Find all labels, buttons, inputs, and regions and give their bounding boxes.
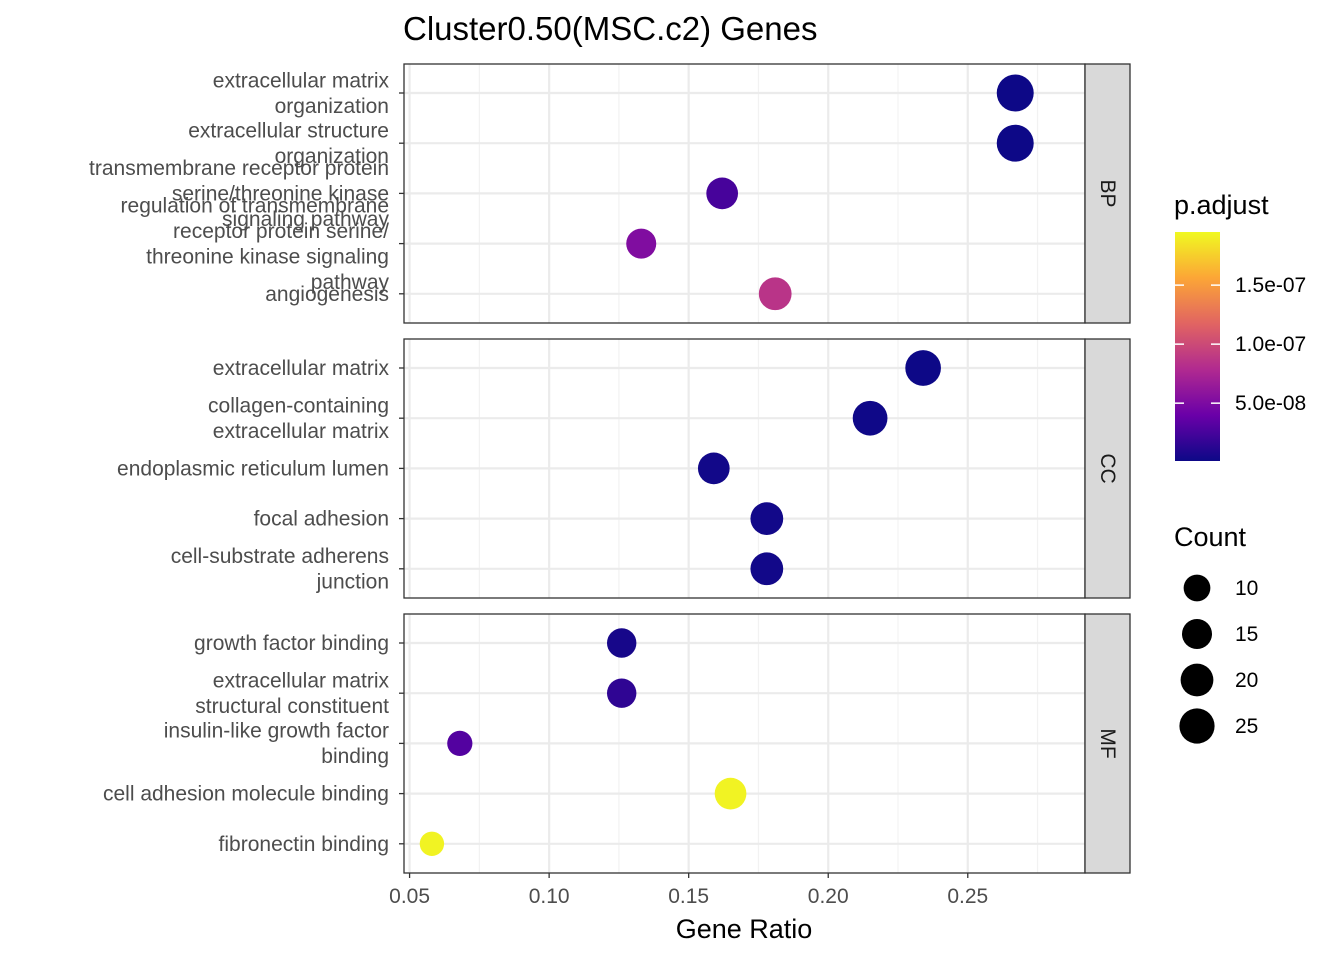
data-point bbox=[606, 678, 637, 708]
y-tick-label: serine/threonine kinase bbox=[172, 182, 389, 205]
y-tick-label: extracellular matrix bbox=[213, 669, 390, 692]
y-tick-label: junction bbox=[316, 571, 389, 594]
y-tick-label: collagen-containing bbox=[208, 394, 389, 417]
y-tick-label: binding bbox=[321, 745, 389, 768]
data-point bbox=[750, 552, 784, 586]
y-tick-label: extracellular matrix bbox=[213, 357, 390, 380]
color-legend-label: 1.5e-07 bbox=[1235, 274, 1306, 297]
size-legend-key bbox=[1180, 663, 1214, 697]
data-point bbox=[996, 74, 1034, 112]
x-tick-label: 0.10 bbox=[529, 885, 570, 908]
y-tick-label: extracellular matrix bbox=[213, 420, 390, 443]
size-legend: 10 15 20 25 bbox=[1179, 574, 1258, 744]
size-legend-label: 15 bbox=[1235, 623, 1258, 646]
data-point bbox=[626, 228, 657, 259]
color-legend-label: 1.0e-07 bbox=[1235, 333, 1306, 356]
size-legend-label: 10 bbox=[1235, 577, 1258, 600]
y-tick-label: cell adhesion molecule binding bbox=[103, 783, 389, 806]
color-legend-label: 5.0e-08 bbox=[1235, 392, 1306, 415]
facet-label: CC bbox=[1096, 453, 1119, 483]
y-tick-label: regulation of transmembrane bbox=[121, 194, 389, 217]
size-legend-key bbox=[1179, 708, 1215, 744]
y-tick-label: structural constituent bbox=[195, 695, 389, 718]
y-tick-label: threonine kinase signaling bbox=[146, 245, 389, 268]
size-legend-key bbox=[1181, 618, 1213, 650]
y-tick-label: endoplasmic reticulum lumen bbox=[117, 457, 389, 480]
y-tick-label: insulin-like growth factor bbox=[164, 720, 389, 743]
data-point bbox=[606, 628, 637, 658]
data-point bbox=[750, 502, 784, 535]
color-legend: 5.0e-08 1.0e-07 1.5e-07 bbox=[1175, 232, 1306, 461]
x-tick-label: 0.15 bbox=[668, 885, 709, 908]
color-legend-title: p.adjust bbox=[1174, 190, 1269, 220]
panel-mf: MF growth factor binding extracellular mat… bbox=[103, 613, 1131, 874]
data-point bbox=[996, 124, 1034, 162]
color-bar bbox=[1175, 232, 1220, 461]
y-tick-label: pathway bbox=[311, 271, 390, 294]
facet-strip bbox=[1084, 338, 1131, 599]
facet-label: BP bbox=[1096, 179, 1119, 207]
facet-strip bbox=[1084, 613, 1131, 874]
data-point bbox=[419, 831, 445, 856]
x-tick-label: 0.20 bbox=[808, 885, 849, 908]
size-legend-label: 20 bbox=[1235, 669, 1258, 692]
data-point bbox=[758, 277, 792, 311]
x-tick-label: 0.25 bbox=[947, 885, 988, 908]
x-tick-label: 0.05 bbox=[389, 885, 430, 908]
x-axis-title: Gene Ratio bbox=[676, 914, 813, 944]
y-tick-label: organization bbox=[275, 145, 389, 168]
facet-strip bbox=[1084, 63, 1131, 324]
size-legend-key bbox=[1183, 574, 1211, 602]
data-point bbox=[706, 177, 739, 210]
size-legend-title: Count bbox=[1174, 522, 1247, 552]
y-tick-label: organization bbox=[275, 95, 389, 118]
y-tick-label: cell-substrate adherens bbox=[171, 545, 389, 568]
data-point bbox=[697, 452, 730, 485]
data-point bbox=[714, 777, 747, 810]
y-tick-label: receptor protein serine/ bbox=[173, 220, 389, 243]
y-tick-label: focal adhesion bbox=[254, 508, 389, 531]
data-point bbox=[447, 730, 473, 757]
facet-label: MF bbox=[1096, 728, 1119, 758]
y-tick-label: fibronectin binding bbox=[219, 833, 389, 856]
y-tick-label: signaling pathway bbox=[222, 208, 389, 231]
y-tick-label: transmembrane receptor protein bbox=[89, 157, 389, 180]
y-tick-label: growth factor binding bbox=[194, 632, 389, 655]
panel-cc: CC extracellular matrix collagen-containin… bbox=[117, 338, 1131, 599]
y-tick-label: angiogenesis bbox=[265, 283, 389, 306]
size-legend-label: 25 bbox=[1235, 715, 1258, 738]
data-point bbox=[905, 350, 941, 386]
y-tick-label: extracellular matrix bbox=[213, 69, 390, 92]
y-tick-label: extracellular structure bbox=[188, 119, 389, 142]
chart-title: Cluster0.50(MSC.c2) Genes bbox=[403, 10, 817, 47]
data-point bbox=[852, 400, 888, 436]
